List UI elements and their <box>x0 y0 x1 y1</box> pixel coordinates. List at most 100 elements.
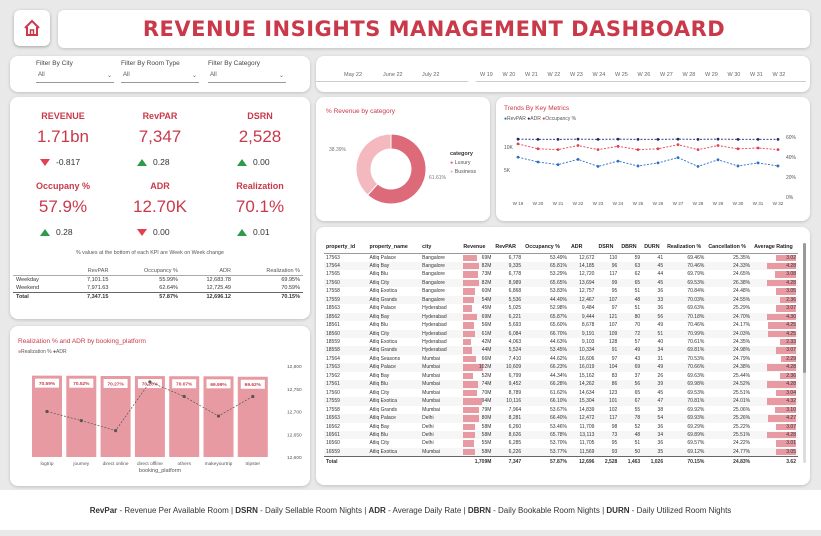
trend-point[interactable] <box>756 161 760 165</box>
trend-point[interactable] <box>776 137 780 141</box>
table-header-cell[interactable]: property_id <box>324 241 368 254</box>
adr-point[interactable] <box>216 414 221 418</box>
table-row[interactable]: 18561 Atliq Blu Hyderabad 56M 5,693 65.60% 8,6… <box>324 321 798 329</box>
adr-point[interactable] <box>251 394 255 399</box>
trend-point[interactable] <box>736 137 740 141</box>
table-row[interactable]: 17559 Atliq Grands Bangalore 54M 5,536 44.40%… <box>324 295 798 305</box>
trend-point[interactable] <box>676 156 680 159</box>
table-row[interactable]: 17561 Atliq Blu Mumbai 74M 9,452 66.28% 14,262… <box>324 380 798 389</box>
trend-point[interactable] <box>756 137 760 141</box>
adr-point[interactable] <box>114 429 118 433</box>
donut-slice-luxury[interactable] <box>366 133 427 205</box>
trend-point[interactable] <box>596 137 600 141</box>
trend-point[interactable] <box>536 147 540 151</box>
week-chip[interactable]: W 19 <box>480 72 493 78</box>
table-row[interactable]: 17558 Atliq Exotica Bangalore 60M 6,868 53.83… <box>324 287 798 295</box>
week-chip[interactable]: W 28 <box>682 72 696 78</box>
trend-point[interactable] <box>696 165 700 168</box>
filter-roomtype-dropdown[interactable]: All ⌄ <box>121 72 199 83</box>
adr-point[interactable] <box>182 394 186 399</box>
table-row[interactable]: 16559 Atliq Exotica Mumbai 58M 6,226 53.77% 11… <box>324 447 798 457</box>
adr-point[interactable] <box>45 409 49 414</box>
week-chip[interactable]: W 20 <box>502 72 516 78</box>
table-row[interactable]: 17560 Atliq City Mumbai 70M 8,789 61.62% 14,63… <box>324 389 798 397</box>
table-row[interactable]: 18558 Atliq Grands Hyderabad 44M 5,524 53.45%… <box>324 346 798 355</box>
trend-point[interactable] <box>616 137 620 141</box>
trend-point[interactable] <box>656 147 660 151</box>
table-header-cell[interactable]: city <box>420 241 462 254</box>
trend-point[interactable] <box>696 148 700 152</box>
table-row[interactable]: 18559 Atliq Exotica Hyderabad 42M 4,063 44.63… <box>324 338 798 346</box>
table-header-cell[interactable]: ADR <box>568 241 597 254</box>
platform-bar[interactable] <box>134 376 165 457</box>
platform-bar[interactable] <box>100 375 131 457</box>
trend-point[interactable] <box>616 144 620 148</box>
week-chip[interactable]: W 24 <box>592 72 606 78</box>
trend-point[interactable] <box>536 137 540 141</box>
donut-slice-business[interactable] <box>355 133 392 196</box>
filter-city-dropdown[interactable]: All ⌄ <box>36 72 114 83</box>
table-row[interactable]: 17562 Atliq Bay Mumbai 52M 6,799 44.34% 15,162… <box>324 372 798 380</box>
trend-point[interactable] <box>736 147 740 151</box>
week-chip[interactable]: W 31 <box>750 72 763 78</box>
trend-point[interactable] <box>596 148 600 152</box>
week-chip[interactable]: W 26 <box>637 72 651 78</box>
table-row[interactable]: 16560 Atliq City Delhi 55M 6,285 53.70% 11,705… <box>324 439 798 447</box>
table-header-cell[interactable]: RevPAR <box>493 241 524 254</box>
trend-point[interactable] <box>536 160 540 164</box>
trend-point[interactable] <box>756 146 760 150</box>
table-row[interactable]: 18560 Atliq City Hyderabad 61M 6,084 66.70% 9,… <box>324 329 798 339</box>
trend-point[interactable] <box>676 137 680 141</box>
trend-point[interactable] <box>636 137 640 141</box>
week-chip[interactable]: W 22 <box>547 72 561 78</box>
trend-point[interactable] <box>656 137 660 141</box>
table-row[interactable]: 17563 Atliq Palace Bangalore 69M 6,778 53.49%… <box>324 253 798 262</box>
trend-point[interactable] <box>576 144 580 147</box>
table-row[interactable]: 17564 Atliq Seasons Mumbai 66M 7,410 44.62% 16… <box>324 355 798 363</box>
table-row[interactable]: 17559 Atliq Exotica Mumbai 94M 10,116 66.10% 1… <box>324 397 798 406</box>
week-chip[interactable]: W 27 <box>660 72 673 78</box>
adr-point[interactable] <box>79 419 83 423</box>
week-chip[interactable]: W 29 <box>705 72 718 78</box>
table-header-cell[interactable]: Occupancy % <box>523 241 569 254</box>
week-chip[interactable]: W 32 <box>772 72 786 78</box>
table-row[interactable]: 17563 Atliq Palace Mumbai 102M 10,609 66.23% 1… <box>324 363 798 372</box>
table-row[interactable]: 17564 Atliq Bay Bangalore 82M 9,335 65.81% 14,… <box>324 261 798 271</box>
trend-point[interactable] <box>776 164 780 168</box>
month-chip[interactable]: May 22 <box>344 72 363 78</box>
trend-point[interactable] <box>576 137 580 141</box>
trend-point[interactable] <box>556 137 560 141</box>
trend-point[interactable] <box>516 155 520 159</box>
trend-point[interactable] <box>776 148 780 152</box>
trend-point[interactable] <box>556 148 560 152</box>
table-row[interactable]: 16562 Atliq Bay Delhi 58M 6,260 53.46% 11,709 9… <box>324 423 798 431</box>
trend-point[interactable] <box>696 137 700 141</box>
platform-bar[interactable] <box>169 376 200 457</box>
table-scrollbar[interactable] <box>803 243 806 463</box>
table-row[interactable]: 16561 Atliq Blu Delhi 58M 8,626 65.78% 13,113 7… <box>324 431 798 440</box>
table-row[interactable]: 18563 Atliq Palace Hyderabad 45M 5,025 52.98%… <box>324 304 798 312</box>
week-chip[interactable]: W 25 <box>615 72 628 78</box>
table-row[interactable]: 17565 Atliq Blu Bangalore 73M 6,778 53.29% 12,… <box>324 270 798 278</box>
adr-point[interactable] <box>148 380 152 384</box>
week-chip[interactable]: W 21 <box>525 72 538 78</box>
trend-point[interactable] <box>676 143 680 147</box>
home-button[interactable] <box>14 10 50 46</box>
month-chip[interactable]: July 22 <box>422 72 440 78</box>
table-row[interactable]: 18562 Atliq Bay Hyderabad 69M 6,221 65.87% 9,4… <box>324 312 798 322</box>
trend-point[interactable] <box>716 137 720 141</box>
table-header-cell[interactable]: DSRN <box>596 241 620 254</box>
trend-point[interactable] <box>596 165 600 168</box>
platform-bar[interactable] <box>66 375 97 457</box>
platform-bar[interactable] <box>237 376 268 457</box>
platform-bar[interactable] <box>32 375 62 457</box>
trend-point[interactable] <box>516 137 520 141</box>
trend-point[interactable] <box>636 164 640 168</box>
table-row[interactable]: 17558 Atliq Grands Mumbai 79M 7,964 53.67% 14,… <box>324 406 798 414</box>
week-chip[interactable]: W 23 <box>570 72 583 78</box>
table-header-cell[interactable]: Revenue <box>461 241 494 254</box>
table-header-cell[interactable]: Cancellation % <box>706 241 753 254</box>
table-header-cell[interactable]: DBRN <box>619 241 643 254</box>
trend-point[interactable] <box>716 158 720 162</box>
table-header-cell[interactable]: Realization % <box>665 241 707 254</box>
